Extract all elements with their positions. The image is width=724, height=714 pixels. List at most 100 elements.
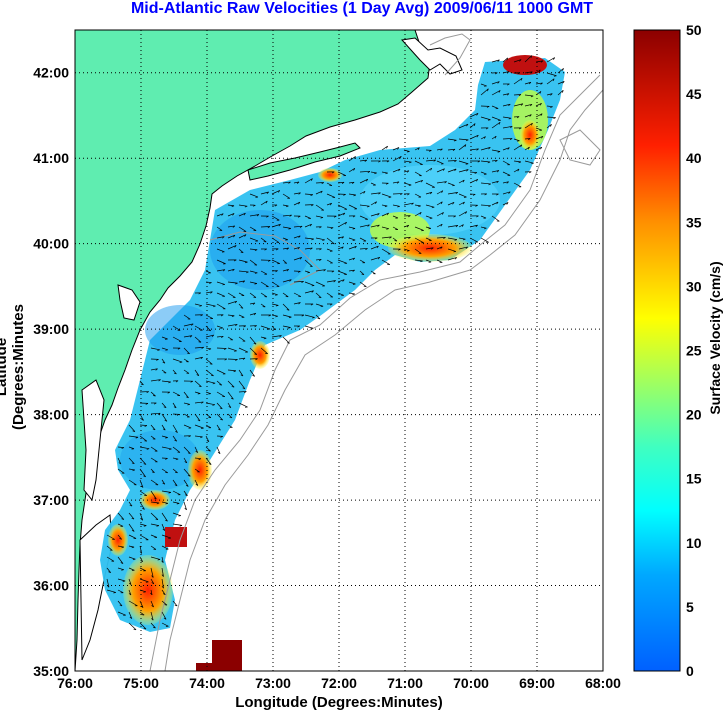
velocity-arrow-head	[143, 475, 146, 478]
velocity-arrow-head	[323, 269, 326, 272]
velocity-arrow	[150, 545, 157, 550]
velocity-arrow-head	[498, 90, 501, 93]
velocity-arrow	[238, 234, 247, 239]
velocity-arrow-head	[274, 204, 278, 207]
velocity-arrow	[227, 300, 237, 305]
velocity-arrow	[304, 325, 314, 329]
velocity-arrow	[227, 391, 234, 400]
velocity-arrow	[216, 226, 223, 231]
velocity-arrow-head	[341, 181, 345, 184]
velocity-arrow-head	[374, 237, 378, 240]
velocity-arrow-head	[528, 171, 532, 174]
velocity-arrow-head	[244, 205, 248, 208]
velocity-arrow-head	[475, 224, 478, 228]
velocity-arrow	[447, 148, 456, 151]
velocity-arrow	[150, 446, 158, 452]
velocity-arrow-head	[389, 236, 392, 239]
velocity-arrow-head	[540, 113, 543, 116]
velocity-arrow	[348, 269, 355, 272]
velocity-arrow-head	[321, 182, 324, 185]
velocity-arrow-head	[187, 475, 191, 477]
velocity-arrow-head	[157, 559, 161, 561]
velocity-arrow	[172, 358, 183, 363]
x-tick-label: 72:00	[321, 675, 357, 691]
velocity-arrow	[117, 545, 124, 548]
velocity-arrow-head	[162, 428, 166, 431]
velocity-arrow-head	[330, 227, 334, 229]
velocity-arrow-head	[277, 190, 281, 193]
velocity-arrow-head	[540, 146, 543, 150]
chesapeake-bay	[81, 379, 105, 502]
velocity-arrow-head	[153, 402, 157, 405]
velocity-arrow-head	[311, 204, 314, 207]
velocity-arrow	[183, 335, 193, 338]
velocity-arrow-head	[508, 103, 511, 107]
velocity-arrow-head	[218, 428, 221, 431]
colorbar-tick-label: 40	[686, 150, 702, 166]
land-mass	[75, 30, 431, 671]
velocity-arrow	[436, 168, 445, 173]
velocity-arrow-head	[187, 403, 190, 406]
velocity-arrow	[128, 534, 137, 539]
velocity-arrow-head	[175, 380, 179, 383]
velocity-arrow-head	[151, 618, 154, 621]
colorbar-tick-label: 30	[686, 278, 702, 294]
velocity-arrow	[293, 181, 300, 184]
velocity-arrow	[128, 567, 135, 571]
velocity-arrow-head	[464, 144, 467, 147]
velocity-arrow	[546, 57, 555, 63]
velocity-arrow	[326, 182, 333, 186]
velocity-arrow	[260, 347, 268, 355]
velocity-arrow-head	[162, 482, 165, 485]
velocity-arrow	[106, 545, 113, 551]
velocity-arrow-head	[288, 316, 292, 319]
velocity-arrow	[117, 468, 125, 474]
velocity-arrow-head	[198, 458, 202, 460]
velocity-arrow	[524, 94, 534, 97]
velocity-arrow-head	[508, 191, 511, 194]
velocity-arrow	[513, 94, 522, 96]
velocity-arrow-head	[440, 246, 443, 250]
velocity-arrow	[128, 600, 138, 607]
velocity-arrow-head	[162, 361, 166, 364]
velocity-arrow	[216, 347, 227, 349]
velocity-arrow	[260, 292, 268, 298]
velocity-arrow	[502, 160, 510, 166]
velocity-arrow-head	[476, 215, 479, 218]
velocity-arrow-head	[319, 226, 322, 229]
velocity-arrow	[315, 314, 321, 320]
velocity-arrow-head	[219, 407, 223, 410]
velocity-arrow-head	[121, 447, 125, 449]
velocity-arrow-head	[485, 127, 489, 130]
velocity-arrow	[282, 214, 292, 217]
velocity-arrow	[128, 545, 135, 548]
velocity-arrow-head	[298, 192, 301, 195]
velocity-arrow	[359, 159, 367, 162]
velocity-arrow-head	[141, 418, 144, 421]
velocity-arrow	[304, 270, 310, 273]
velocity-arrow	[128, 424, 136, 432]
velocity-arrow-head	[417, 147, 420, 150]
x-tick-label: 71:00	[387, 675, 423, 691]
velocity-arrow	[161, 413, 168, 422]
velocity-arrow	[403, 202, 414, 206]
velocity-arrow	[238, 380, 246, 389]
velocity-arrow	[359, 281, 367, 287]
velocity-arrow	[227, 314, 235, 317]
velocity-arrow-head	[318, 296, 322, 299]
velocity-arrow-head	[476, 148, 479, 151]
velocity-arrow-head	[187, 352, 190, 355]
velocity-arrow	[370, 224, 380, 228]
velocity-arrow	[359, 270, 365, 275]
velocity-arrow-head	[509, 138, 513, 141]
y-tick-label: 35:00	[33, 663, 69, 679]
velocity-arrow	[425, 167, 432, 173]
velocity-arrow	[194, 336, 202, 343]
velocity-arrow	[436, 148, 443, 151]
velocity-arrow	[502, 171, 511, 176]
slow-region	[120, 430, 200, 490]
velocity-arrow-head	[487, 119, 491, 121]
velocity-arrow-head	[396, 181, 400, 184]
velocity-arrow-head	[275, 305, 279, 307]
velocity-arrow-head	[209, 282, 212, 284]
